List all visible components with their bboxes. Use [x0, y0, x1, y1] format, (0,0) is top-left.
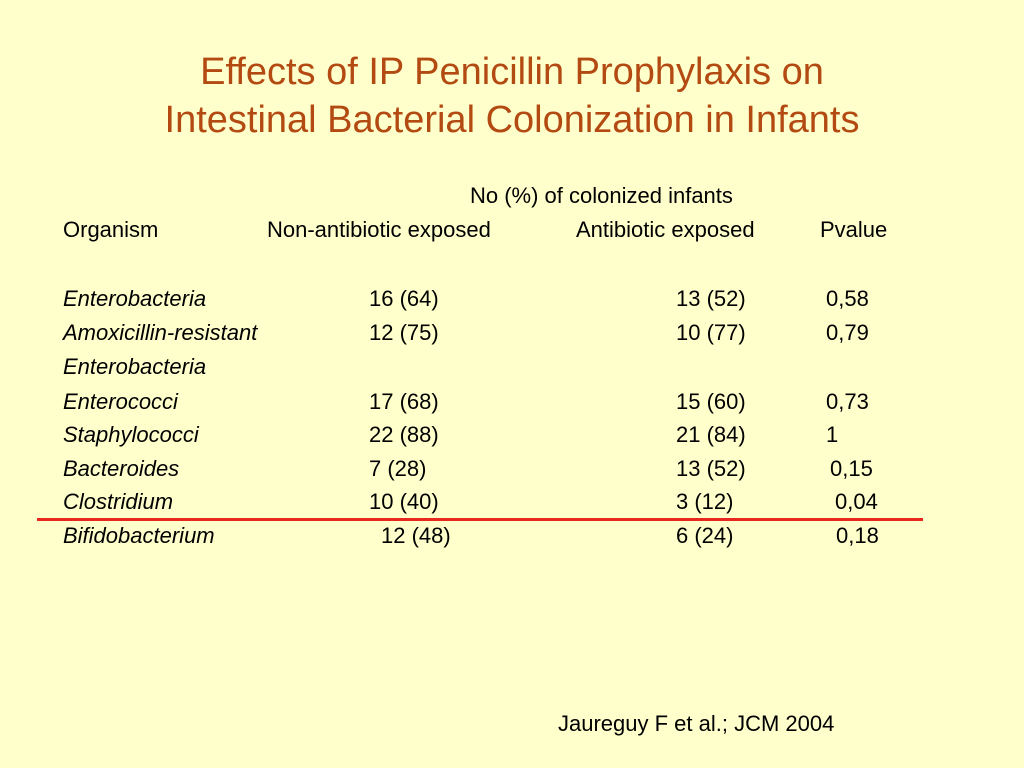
organism-cell: Amoxicillin-resistant [63, 320, 258, 345]
table-row: Staphylococci 22 (88) 21 (84) 1 [0, 422, 1024, 456]
citation: Jaureguy F et al.; JCM 2004 [558, 711, 835, 736]
slide-title-line-2: Intestinal Bacterial Colonization in Inf… [164, 99, 860, 141]
header-organism: Organism [63, 217, 159, 242]
pvalue-cell: 0,58 [826, 286, 869, 311]
slide-title-line-1: Effects of IP Penicillin Prophylaxis on [200, 51, 824, 93]
header-non-antibiotic-exposed: Non-antibiotic exposed [267, 217, 491, 242]
organism-cell: Bifidobacterium [63, 523, 215, 548]
exposed-cell: 13 (52) [676, 286, 746, 311]
pvalue-cell: 0,18 [836, 523, 879, 548]
pvalue-cell: 0,04 [835, 489, 878, 514]
table-row: Clostridium 10 (40) 3 (12) 0,04 [0, 489, 1024, 523]
pvalue-cell: 1 [826, 422, 839, 447]
organism-cell: Enterococci [63, 389, 178, 414]
pvalue-cell: 0,79 [826, 320, 869, 345]
table-row: Enterococci 17 (68) 15 (60) 0,73 [0, 389, 1024, 423]
table-row: Enterobacteria 16 (64) 13 (52) 0,58 [0, 286, 1024, 320]
organism-cell: Enterobacteria [63, 286, 207, 311]
non-exposed-cell: 22 (88) [369, 422, 439, 447]
highlight-divider-line [37, 518, 923, 521]
exposed-cell: 13 (52) [676, 456, 746, 481]
non-exposed-cell: 10 (40) [369, 489, 439, 514]
organism-cell: Enterobacteria [63, 354, 207, 379]
table-row: Bifidobacterium 12 (48) 6 (24) 0,18 [0, 523, 1024, 557]
table-row: Amoxicillin-resistant 12 (75) 10 (77) 0,… [0, 320, 1024, 354]
exposed-cell: 15 (60) [676, 389, 746, 414]
non-exposed-cell: 7 (28) [369, 456, 427, 481]
non-exposed-cell: 17 (68) [369, 389, 439, 414]
non-exposed-cell: 12 (75) [369, 320, 439, 345]
exposed-cell: 3 (12) [676, 489, 734, 514]
header-antibiotic-exposed: Antibiotic exposed [576, 217, 755, 242]
table-row: Enterobacteria [0, 354, 1024, 388]
table-group-header: No (%) of colonized infants [470, 183, 733, 208]
non-exposed-cell: 16 (64) [369, 286, 439, 311]
organism-cell: Staphylococci [63, 422, 199, 447]
organism-cell: Bacteroides [63, 456, 180, 481]
exposed-cell: 10 (77) [676, 320, 746, 345]
table-row: Bacteroides 7 (28) 13 (52) 0,15 [0, 456, 1024, 490]
organism-cell: Clostridium [63, 489, 174, 514]
pvalue-cell: 0,15 [830, 456, 873, 481]
pvalue-cell: 0,73 [826, 389, 869, 414]
exposed-cell: 6 (24) [676, 523, 734, 548]
non-exposed-cell: 12 (48) [381, 523, 451, 548]
header-pvalue: Pvalue [820, 217, 888, 242]
slide-title: Effects of IP Penicillin Prophylaxis on … [0, 48, 1024, 144]
exposed-cell: 21 (84) [676, 422, 746, 447]
